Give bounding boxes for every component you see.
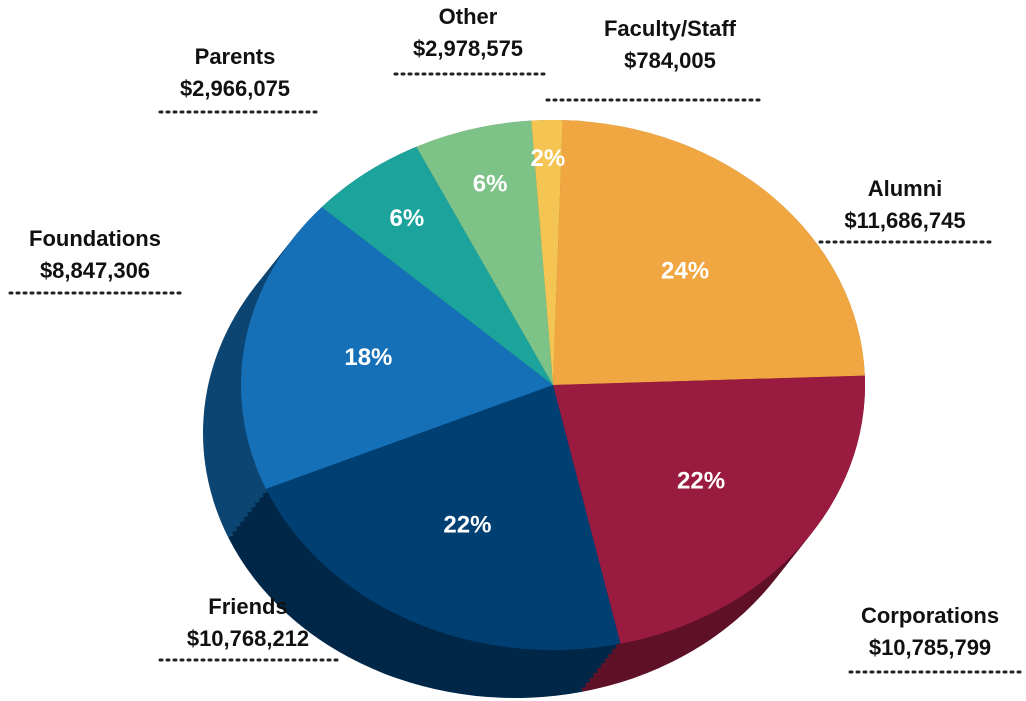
value-label: $2,966,075	[180, 76, 290, 101]
category-label: Friends	[208, 594, 287, 619]
slice	[553, 120, 865, 385]
percent-label: 6%	[473, 171, 508, 198]
percent-label: 22%	[677, 468, 725, 495]
labels: 2% 24% 22% 22% 18% 6% 6% Faculty/Staff $784,005 A…	[8, 4, 1022, 674]
category-label: Corporations	[861, 603, 999, 628]
slice	[265, 385, 621, 650]
slice	[531, 120, 563, 385]
percent-label: 2%	[531, 145, 566, 172]
value-label: $8,847,306	[40, 258, 150, 283]
category-label: Other	[439, 4, 498, 29]
slice	[553, 375, 865, 644]
slice	[321, 146, 553, 385]
percent-label: 18%	[344, 344, 392, 371]
percent-label: 22%	[443, 512, 491, 539]
slice	[240, 207, 553, 489]
slice	[416, 120, 553, 386]
value-label: $10,785,799	[869, 635, 991, 660]
category-label: Parents	[195, 44, 276, 69]
category-label: Faculty/Staff	[604, 16, 737, 41]
value-label: $784,005	[624, 48, 716, 73]
percent-label: 24%	[661, 258, 709, 285]
category-label: Foundations	[29, 226, 161, 251]
pie-tops	[240, 120, 865, 650]
percent-label: 6%	[390, 205, 425, 232]
value-label: $2,978,575	[413, 36, 523, 61]
category-label: Alumni	[868, 176, 943, 201]
value-label: $10,768,212	[187, 626, 309, 651]
value-label: $11,686,745	[844, 208, 965, 233]
